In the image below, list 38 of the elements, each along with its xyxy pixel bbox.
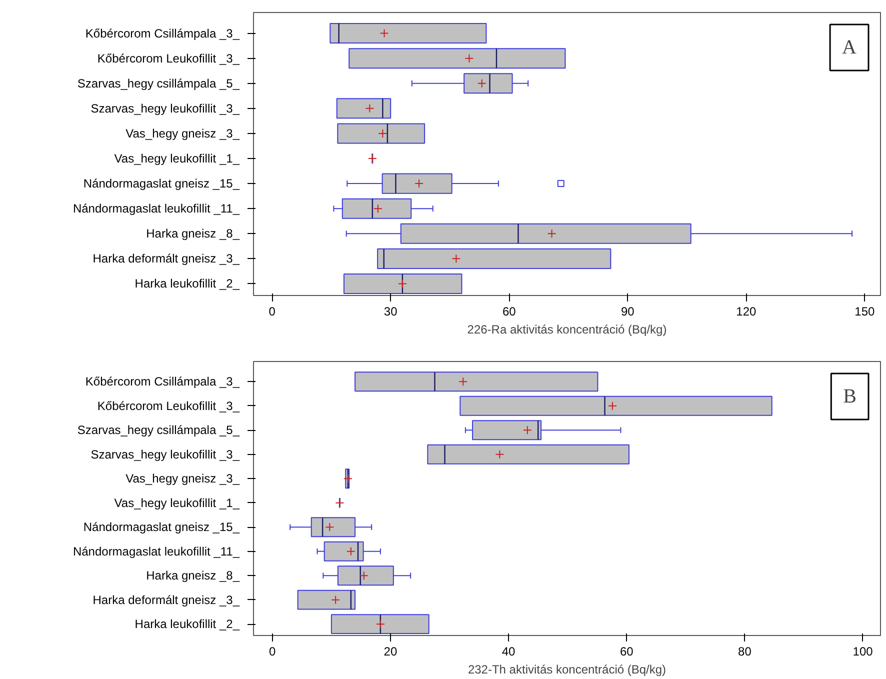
- x-tick-label: 30: [384, 304, 398, 318]
- x-tick-label: 0: [268, 304, 276, 318]
- y-tick-label: Szarvas_hegy leukofillit _3_: [90, 101, 240, 116]
- y-tick-label: Szarvas_hegy csillámpala _5_: [77, 76, 240, 90]
- y-tick-label: Nándormagaslat leukofillit _11_: [72, 202, 240, 216]
- y-tick-label: Harka leukofillit _2_: [134, 276, 240, 291]
- annotation: A: [842, 36, 858, 58]
- x-tick-label: 0: [269, 644, 276, 658]
- y-tick-label: Kőbércorom Leukofillit _3_: [97, 51, 240, 66]
- x-axis-title: 226-Ra aktivitás koncentráció (Bq/kg): [467, 322, 667, 336]
- y-tick-label: Vas_hegy leukofillit _1_: [114, 152, 240, 166]
- x-tick-label: 100: [852, 644, 874, 658]
- y-tick-label: Vas_hegy gneisz _3_: [126, 126, 240, 140]
- x-axis-title: 232-Th aktivitás koncentráció (Bq/kg): [468, 662, 666, 676]
- x-tick-label: 150: [854, 304, 876, 318]
- y-tick-label: Harka deformált gneisz _3_: [92, 592, 240, 607]
- x-tick-label: 60: [620, 644, 634, 658]
- x-tick-label: 20: [384, 644, 398, 658]
- x-tick-label: 60: [502, 304, 516, 318]
- x-tick-label: 120: [736, 304, 757, 318]
- y-tick-label: Vas_hegy leukofillit _1_: [114, 496, 240, 510]
- y-tick-label: Harka gneisz _8_: [146, 226, 240, 241]
- y-tick-label: Harka leukofillit _2_: [134, 617, 240, 632]
- x-tick-label: 80: [738, 644, 752, 658]
- y-tick-label: Vas_hegy gneisz _3_: [126, 472, 240, 486]
- y-tick-label: Kőbércorom Csillámpala _3_: [85, 374, 240, 389]
- y-tick-label: Nándormagaslat leukofillit _11_: [72, 544, 240, 558]
- y-tick-label: Harka deformált gneisz _3_: [92, 252, 240, 266]
- y-tick-label: Kőbércorom Csillámpala _3_: [85, 26, 240, 40]
- y-tick-label: Szarvas_hegy csillámpala _5_: [77, 423, 240, 438]
- y-tick-label: Szarvas_hegy leukofillit _3_: [90, 447, 240, 462]
- y-tick-label: Harka gneisz _8_: [146, 568, 240, 583]
- y-tick-label: Kőbércorom Leukofillit _3_: [97, 398, 240, 413]
- y-tick-label: Nándormagaslat gneisz _15_: [83, 520, 240, 534]
- annotation: B: [843, 386, 857, 408]
- x-tick-label: 90: [620, 304, 635, 318]
- y-tick-label: Nándormagaslat gneisz _15_: [83, 176, 240, 191]
- x-tick-label: 40: [502, 644, 516, 658]
